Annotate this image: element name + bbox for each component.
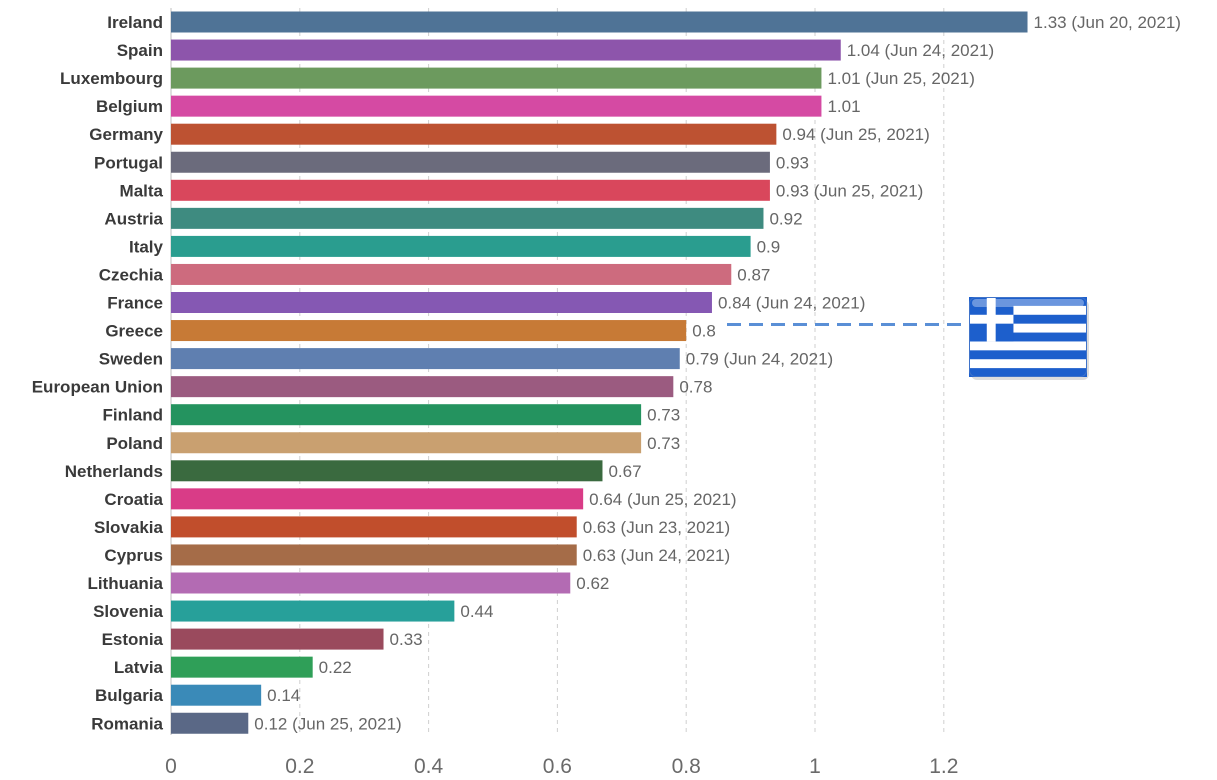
bar <box>171 151 770 173</box>
category-label: Lithuania <box>87 574 163 593</box>
data-label: 1.04 (Jun 24, 2021) <box>847 41 994 60</box>
flag-stripe <box>969 368 1087 377</box>
bar <box>171 11 1028 33</box>
data-label: 0.84 (Jun 24, 2021) <box>718 294 865 313</box>
category-label: Greece <box>105 322 163 341</box>
flag-gloss <box>972 299 1084 307</box>
x-tick-label: 0 <box>165 755 177 778</box>
x-tick-label: 1.2 <box>929 755 958 778</box>
flag-stripe <box>969 314 1087 324</box>
bar <box>171 572 571 594</box>
flag-stripe <box>969 332 1087 342</box>
bar <box>171 600 455 622</box>
data-label: 0.67 <box>608 462 641 481</box>
data-label: 0.78 <box>679 378 712 397</box>
flag-cross-horizontal <box>969 314 1014 324</box>
data-label: 0.79 (Jun 24, 2021) <box>686 350 833 369</box>
category-label: Netherlands <box>65 462 163 481</box>
data-label: 1.01 <box>827 97 860 116</box>
data-label: 1.33 (Jun 20, 2021) <box>1034 13 1181 32</box>
category-label: Sweden <box>99 350 163 369</box>
x-tick-label: 0.8 <box>672 755 701 778</box>
data-label: 0.62 <box>576 574 609 593</box>
x-tick-label: 0.2 <box>285 755 314 778</box>
category-label: France <box>107 294 163 313</box>
data-label: 0.14 <box>267 686 300 705</box>
bars <box>171 11 1028 734</box>
category-label: Estonia <box>102 630 164 649</box>
bar <box>171 712 249 734</box>
gridlines <box>299 8 945 735</box>
bar <box>171 179 770 201</box>
category-label: Belgium <box>96 97 163 116</box>
category-label: Poland <box>106 434 163 453</box>
category-label: Austria <box>104 209 163 228</box>
data-label: 0.63 (Jun 24, 2021) <box>583 546 730 565</box>
category-label: Czechia <box>99 265 164 284</box>
category-label: Spain <box>117 41 163 60</box>
category-label: Italy <box>129 237 164 256</box>
flag-border <box>969 297 1087 377</box>
data-label: 0.73 <box>647 434 680 453</box>
bar <box>171 95 822 117</box>
category-label: Cyprus <box>104 546 163 565</box>
category-label: Romania <box>91 714 163 733</box>
data-label: 0.9 <box>757 237 781 256</box>
category-label: Finland <box>103 406 163 425</box>
bar <box>171 656 313 678</box>
bar <box>171 320 687 342</box>
bar <box>171 123 777 145</box>
bar <box>171 348 680 370</box>
greece-flag-icon <box>969 297 1089 380</box>
x-tick-label: 0.4 <box>414 755 444 778</box>
category-label: Croatia <box>104 490 163 509</box>
bar <box>171 292 712 313</box>
flag-stripe <box>969 297 1087 306</box>
category-label: Portugal <box>94 153 163 172</box>
category-label: European Union <box>32 378 163 397</box>
bar <box>171 684 262 706</box>
category-label: Latvia <box>114 658 164 677</box>
x-tick-label: 0.6 <box>543 755 572 778</box>
category-label: Slovakia <box>94 518 164 537</box>
data-label: 0.92 <box>769 209 802 228</box>
bar <box>171 376 674 398</box>
bar <box>171 235 751 257</box>
data-label: 0.12 (Jun 25, 2021) <box>254 714 401 733</box>
category-label: Bulgaria <box>95 686 164 705</box>
bar <box>171 263 732 285</box>
data-label: 0.93 <box>776 153 809 172</box>
category-label: Germany <box>89 125 163 144</box>
data-label: 0.63 (Jun 23, 2021) <box>583 518 730 537</box>
bar <box>171 544 577 566</box>
bar <box>171 207 764 229</box>
data-label: 0.94 (Jun 25, 2021) <box>782 125 929 144</box>
bar <box>171 404 642 426</box>
bar <box>171 628 384 650</box>
category-label: Malta <box>120 181 164 200</box>
bar <box>171 460 603 482</box>
category-label: Luxembourg <box>60 69 163 88</box>
data-label: 0.87 <box>737 265 770 284</box>
data-label: 0.64 (Jun 25, 2021) <box>589 490 736 509</box>
bar <box>171 67 822 89</box>
x-tick-label: 1 <box>809 755 821 778</box>
flag-stripe <box>969 350 1087 360</box>
data-label: 0.73 <box>647 406 680 425</box>
data-label: 0.93 (Jun 25, 2021) <box>776 181 923 200</box>
category-label: Slovenia <box>93 602 163 621</box>
data-label: 1.01 (Jun 25, 2021) <box>827 69 974 88</box>
data-label: 0.22 <box>319 658 352 677</box>
data-label: 0.44 <box>460 602 493 621</box>
category-label: Ireland <box>107 13 163 32</box>
data-label: 0.33 <box>390 630 423 649</box>
bar <box>171 39 841 61</box>
data-label: 0.8 <box>692 322 716 341</box>
bar <box>171 516 577 538</box>
bar <box>171 488 584 510</box>
bar <box>171 432 642 454</box>
